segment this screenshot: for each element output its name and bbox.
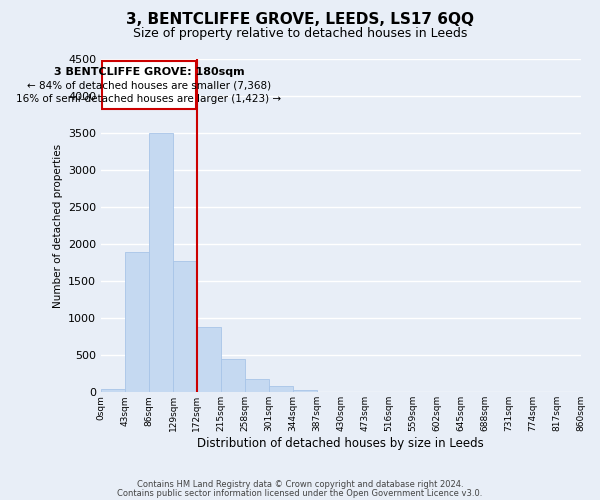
Bar: [197, 328, 221, 392]
Text: Contains public sector information licensed under the Open Government Licence v3: Contains public sector information licen…: [118, 488, 482, 498]
X-axis label: Distribution of detached houses by size in Leeds: Distribution of detached houses by size …: [197, 437, 484, 450]
Bar: [173, 261, 197, 392]
Text: ← 84% of detached houses are smaller (7,368): ← 84% of detached houses are smaller (7,…: [27, 80, 271, 90]
Bar: [125, 252, 149, 392]
Text: 3 BENTCLIFFE GROVE: 180sqm: 3 BENTCLIFFE GROVE: 180sqm: [53, 66, 244, 76]
Text: 16% of semi-detached houses are larger (1,423) →: 16% of semi-detached houses are larger (…: [16, 94, 281, 104]
Y-axis label: Number of detached properties: Number of detached properties: [53, 144, 62, 308]
Bar: [221, 359, 245, 392]
Text: Contains HM Land Registry data © Crown copyright and database right 2024.: Contains HM Land Registry data © Crown c…: [137, 480, 463, 489]
Bar: [149, 133, 173, 392]
FancyBboxPatch shape: [102, 61, 196, 110]
Text: Size of property relative to detached houses in Leeds: Size of property relative to detached ho…: [133, 28, 467, 40]
Bar: [101, 388, 125, 392]
Text: 3, BENTCLIFFE GROVE, LEEDS, LS17 6QQ: 3, BENTCLIFFE GROVE, LEEDS, LS17 6QQ: [126, 12, 474, 28]
Bar: [245, 380, 269, 392]
Bar: [293, 390, 317, 392]
Bar: [269, 386, 293, 392]
